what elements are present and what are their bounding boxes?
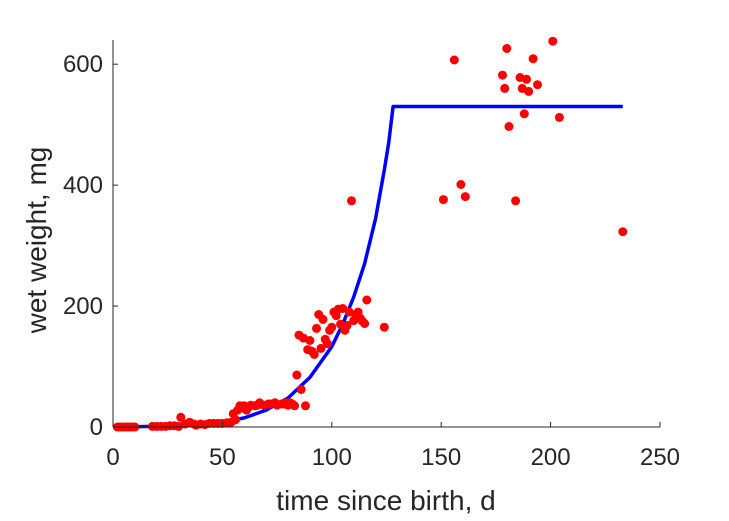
- data-point: [347, 196, 356, 206]
- data-point: [360, 319, 370, 329]
- data-point: [305, 336, 315, 345]
- data-point: [618, 227, 628, 237]
- data-point: [342, 320, 352, 330]
- tick-labels: 0 50 100 150 200 250 0 200 400 600: [63, 51, 680, 471]
- data-point: [554, 112, 564, 122]
- data-point: [460, 192, 470, 202]
- data-point: [522, 74, 531, 84]
- data-point: [449, 55, 459, 65]
- data-point: [316, 343, 326, 353]
- y-tick-label: 200: [63, 293, 103, 320]
- data-point: [438, 195, 448, 205]
- data-point: [176, 412, 186, 422]
- axes: [112, 40, 661, 428]
- x-axis-label: time since birth, d: [276, 485, 495, 516]
- data-point: [500, 83, 510, 93]
- x-tick-label: 150: [421, 444, 461, 471]
- data-point: [528, 54, 538, 64]
- data-point: [504, 122, 514, 131]
- data-point: [296, 385, 306, 394]
- data-point: [338, 304, 348, 313]
- x-tick-label: 100: [312, 444, 352, 471]
- data-point: [548, 36, 558, 46]
- data-point: [312, 323, 321, 333]
- data-point: [379, 322, 389, 332]
- fit-curve-line: [112, 104, 623, 429]
- data-point: [327, 322, 337, 332]
- data-point: [231, 415, 240, 425]
- x-tick-label: 50: [209, 444, 236, 471]
- data-point: [318, 314, 328, 324]
- data-point: [519, 109, 529, 119]
- data-point: [301, 401, 310, 411]
- data-point: [511, 196, 521, 206]
- data-point: [362, 295, 372, 305]
- y-tick-label: 0: [90, 414, 103, 441]
- data-point: [533, 80, 542, 90]
- data-point: [502, 44, 512, 53]
- y-tick-label: 600: [63, 51, 103, 78]
- plot-area: [112, 36, 628, 432]
- data-point: [524, 86, 534, 96]
- x-tick-label: 250: [640, 444, 680, 471]
- x-tick-label: 0: [106, 444, 119, 471]
- y-axis-label: wet weight, mg: [21, 147, 52, 335]
- data-point: [309, 349, 319, 359]
- y-tick-label: 400: [63, 172, 103, 199]
- data-point: [322, 339, 332, 349]
- data-point: [290, 401, 300, 411]
- data-point: [498, 70, 507, 80]
- data-point: [292, 370, 302, 380]
- data-point: [456, 180, 466, 189]
- x-tick-label: 200: [531, 444, 571, 471]
